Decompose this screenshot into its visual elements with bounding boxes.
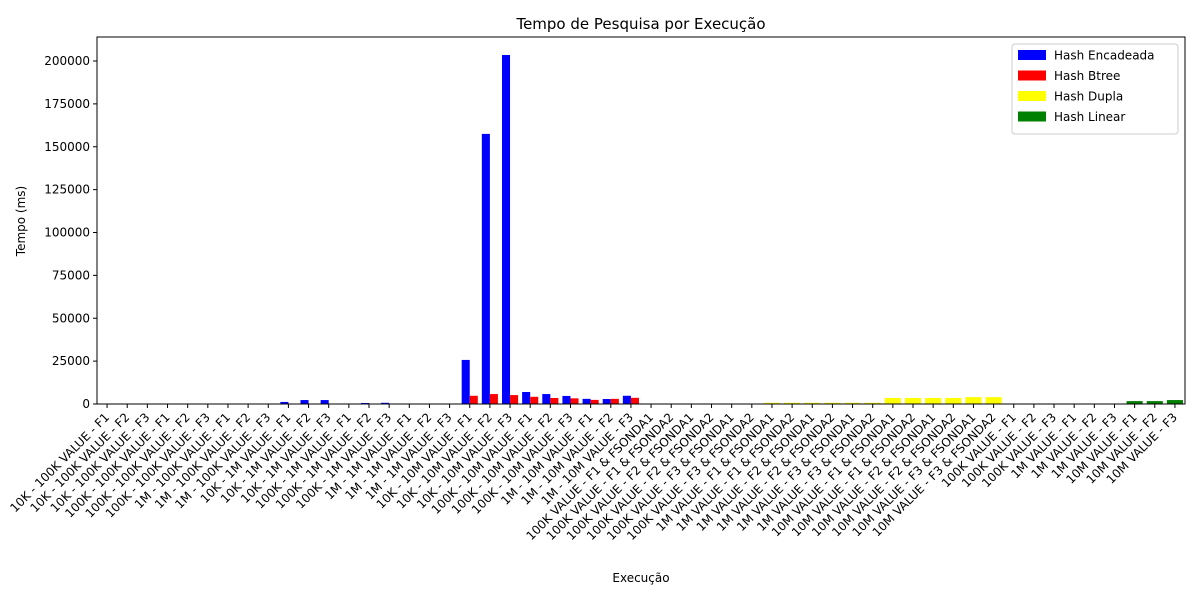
bar <box>522 391 531 404</box>
bar <box>602 399 611 404</box>
bar <box>570 398 579 404</box>
y-tick-label: 0 <box>82 397 90 411</box>
y-tick-label: 125000 <box>44 183 90 197</box>
y-axis-label: Tempo (ms) <box>14 186 28 257</box>
y-tick-label: 175000 <box>44 97 90 111</box>
y-tick-label: 50000 <box>52 311 90 325</box>
bar <box>925 397 942 404</box>
legend-swatch <box>1018 111 1046 122</box>
bar <box>824 402 841 404</box>
y-tick-label: 150000 <box>44 140 90 154</box>
x-axis-label: Execução <box>612 571 669 585</box>
legend-label: Hash Btree <box>1054 69 1120 83</box>
bar <box>630 397 639 404</box>
bar <box>763 402 781 404</box>
bar <box>904 397 922 404</box>
bar <box>381 402 390 404</box>
bar <box>985 397 1002 404</box>
legend-swatch <box>1018 91 1046 101</box>
bar <box>300 400 309 404</box>
y-tick-label: 100000 <box>44 226 90 240</box>
bar <box>360 402 369 404</box>
bar <box>804 402 821 404</box>
legend-label: Hash Linear <box>1054 110 1125 124</box>
legend-swatch <box>1018 70 1046 81</box>
plot-frame <box>96 36 1186 405</box>
bar <box>884 397 901 404</box>
bar <box>501 55 511 404</box>
y-tick-label: 75000 <box>52 268 90 282</box>
legend-swatch <box>1018 50 1046 60</box>
legend-box <box>1011 43 1179 135</box>
bar <box>945 397 962 404</box>
y-tick-label: 200000 <box>44 54 90 68</box>
bar <box>550 397 559 404</box>
bar <box>489 394 498 404</box>
bar <box>965 397 982 404</box>
legend-label: Hash Encadeada <box>1054 49 1155 63</box>
y-tick-label: 25000 <box>52 354 90 368</box>
legend-label: Hash Dupla <box>1054 90 1123 104</box>
bar <box>1166 400 1183 404</box>
bar <box>510 395 519 404</box>
bar <box>562 395 571 404</box>
bar <box>844 402 861 404</box>
bar <box>784 402 801 404</box>
bar <box>610 398 619 404</box>
chart-title: Tempo de Pesquisa por Execução <box>515 15 765 33</box>
bar <box>582 398 591 404</box>
bar <box>320 400 329 404</box>
bar <box>530 396 539 404</box>
bar <box>469 395 478 404</box>
bar <box>1126 401 1143 404</box>
bar <box>280 401 289 404</box>
bar <box>481 133 490 404</box>
bar <box>1146 401 1163 404</box>
bar <box>590 399 599 404</box>
bar <box>622 395 631 404</box>
bar <box>542 394 551 404</box>
bar <box>864 402 881 404</box>
bar <box>461 359 470 404</box>
